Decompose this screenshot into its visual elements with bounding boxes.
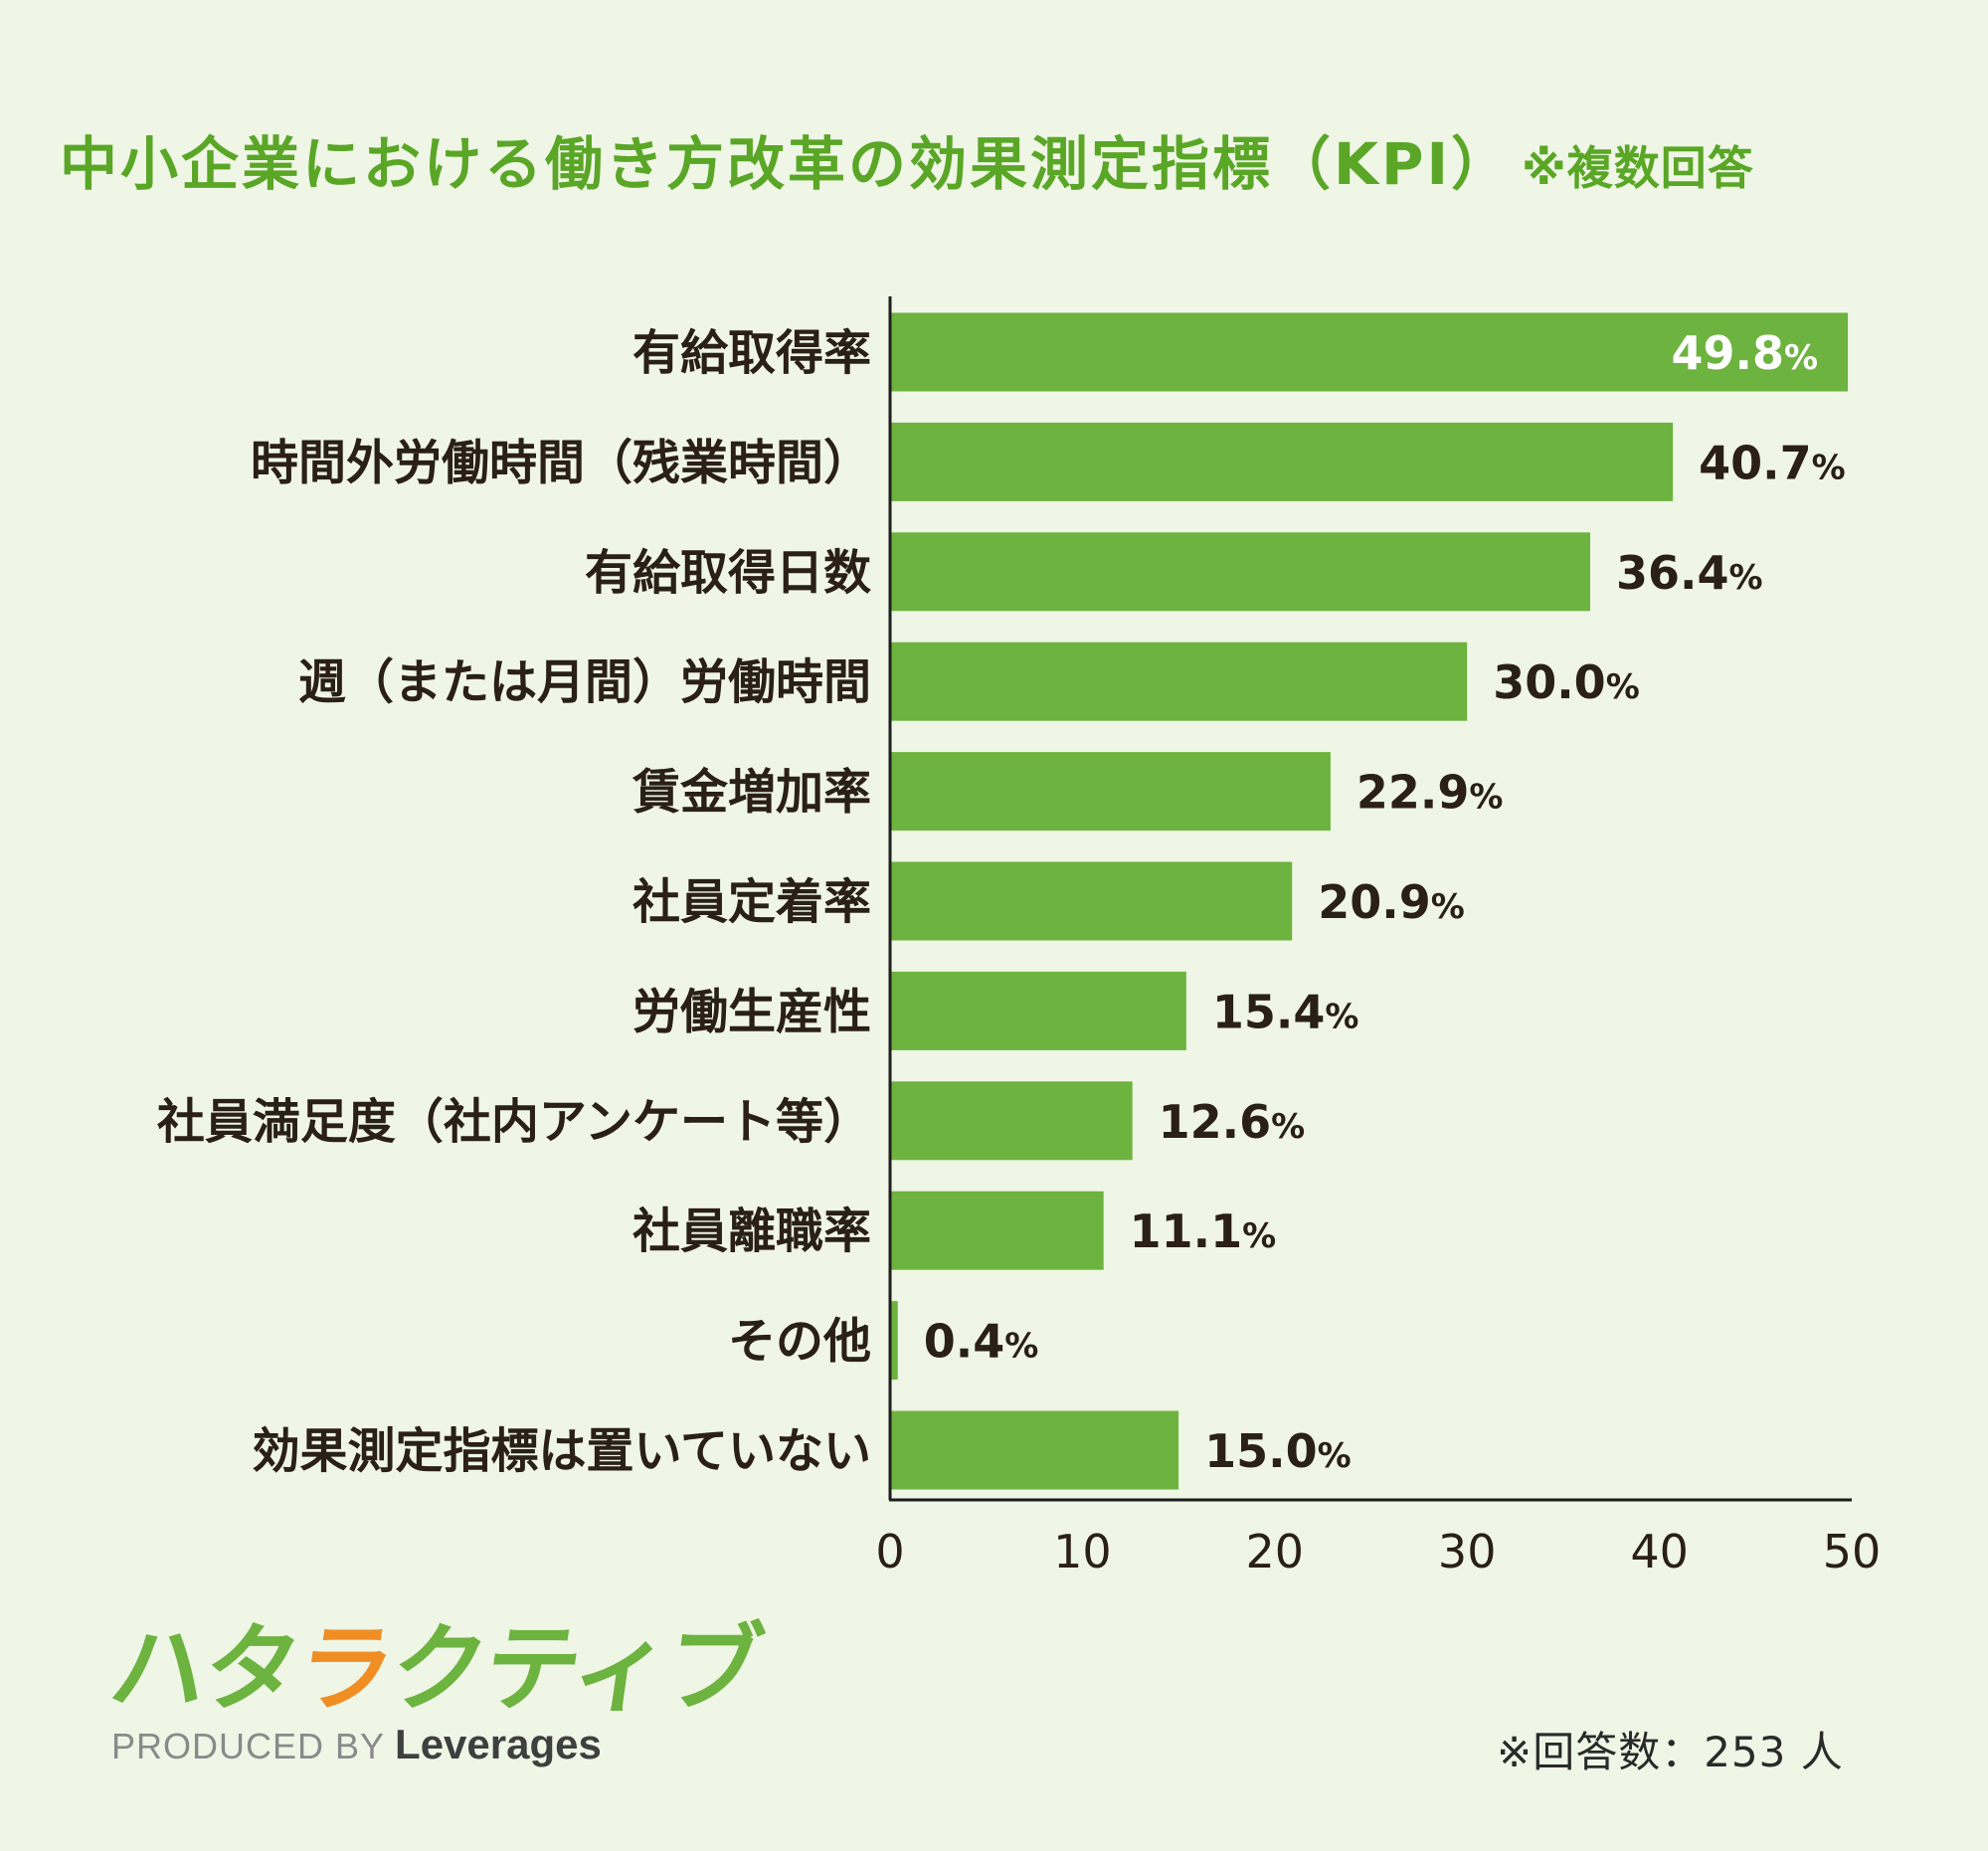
category-label: 有給取得率: [633, 325, 871, 381]
value-unit: %: [1728, 558, 1762, 598]
x-tick-label: 50: [1823, 1525, 1882, 1578]
bar-11: [890, 1410, 1179, 1490]
value-unit: %: [1784, 338, 1818, 378]
value-label: 15.4%: [1212, 985, 1359, 1038]
chart-title-row: 中小企業における働き方改革の効果測定指標（KPI） ※複数回答: [60, 117, 1754, 201]
chart-title: 中小企業における働き方改革の効果測定指標（KPI）: [60, 130, 1513, 198]
value-label: 12.6%: [1159, 1095, 1306, 1149]
x-tick-label: 20: [1246, 1525, 1305, 1578]
category-label: その他: [728, 1314, 871, 1370]
bar-4: [890, 642, 1468, 721]
bar-9: [890, 1191, 1104, 1270]
category-label: 社員定着率: [633, 874, 871, 930]
category-label: 労働生産性: [633, 984, 871, 1039]
value-unit: %: [1271, 1107, 1305, 1147]
category-label: 有給取得日数: [585, 545, 871, 601]
value-label: 22.9%: [1356, 766, 1504, 820]
category-label: 社員離職率: [633, 1203, 871, 1259]
value-unit: %: [1325, 997, 1358, 1036]
bar-5: [890, 752, 1331, 832]
value-unit: %: [1812, 448, 1846, 487]
bar-3: [890, 532, 1590, 612]
x-tick-label: 40: [1630, 1525, 1689, 1578]
category-label: 時間外労働時間（残業時間）: [251, 435, 871, 490]
labels-layer: 有給取得率 49.8% 時間外労働時間（残業時間） 40.7% 有給取得日数 36.4% 週…: [157, 325, 1846, 1479]
bar-6: [890, 861, 1293, 941]
logo-wordmark: ハタラクティブ: [103, 1613, 769, 1725]
value-label: 11.1%: [1130, 1204, 1277, 1258]
produced-by-line: PRODUCED BY Leverages: [111, 1721, 602, 1768]
category-label: 賃金増加率: [632, 765, 871, 821]
value-unit: %: [1318, 1436, 1352, 1476]
leverages-brand: Leverages: [395, 1721, 602, 1767]
value-label: 40.7%: [1699, 436, 1846, 489]
respondent-count-note: ※回答数：253 人: [1497, 1728, 1844, 1776]
value-label: 20.9%: [1318, 875, 1465, 929]
value-label: 15.0%: [1204, 1424, 1352, 1478]
bar-8: [890, 1081, 1133, 1161]
bar-1: [890, 312, 1849, 392]
value-label: 30.0%: [1493, 655, 1640, 709]
value-label: 49.8%: [1672, 326, 1819, 380]
value-unit: %: [1242, 1216, 1276, 1256]
value-unit: %: [1606, 667, 1640, 707]
bar-7: [890, 971, 1186, 1050]
value-label: 0.4%: [924, 1315, 1039, 1369]
bars-layer: [890, 312, 1849, 1490]
category-label: 社員満足度（社内アンケート等）: [157, 1094, 871, 1150]
x-tick-label: 30: [1438, 1525, 1497, 1578]
produced-by-text: PRODUCED BY: [111, 1726, 386, 1766]
bar-2: [890, 422, 1674, 501]
value-unit: %: [1004, 1327, 1038, 1367]
x-tick-label: 10: [1053, 1525, 1112, 1578]
value-label: 36.4%: [1616, 546, 1763, 600]
category-label: 週（または月間）労働時間: [298, 654, 871, 710]
axis-layer: 0 10 20 30 40 50: [875, 296, 1881, 1578]
value-unit: %: [1469, 778, 1503, 818]
bar-10: [890, 1301, 898, 1381]
chart-title-note: ※複数回答: [1522, 141, 1754, 195]
value-unit: %: [1431, 887, 1465, 927]
x-tick-label: 0: [875, 1525, 904, 1578]
hataractive-logo: ハタラクティブ PRODUCED BY Leverages: [103, 1613, 768, 1770]
category-label: 効果測定指標は置いていない: [252, 1423, 871, 1479]
